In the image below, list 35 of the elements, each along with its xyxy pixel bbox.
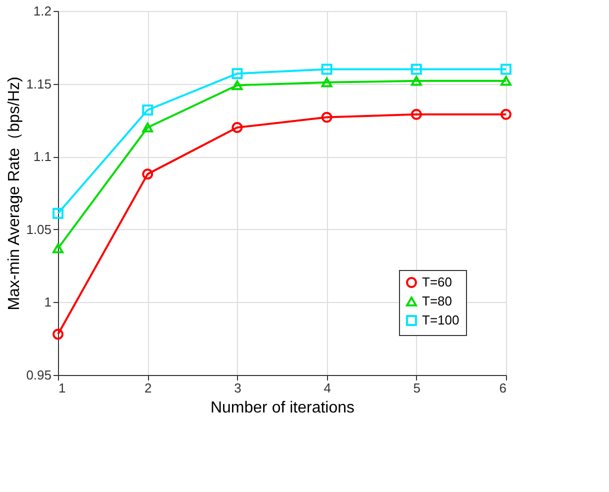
point <box>52 243 64 254</box>
x-tick-label: 4 <box>324 380 331 396</box>
point <box>321 112 332 123</box>
point <box>232 68 243 80</box>
x-tick-label: 6 <box>499 380 506 396</box>
point <box>52 328 64 340</box>
point <box>500 108 512 120</box>
x-axis-title: Number of iterations <box>210 400 355 416</box>
y-tick-label: 0.95 <box>26 368 52 382</box>
y-tick-label: 1.15 <box>26 76 52 92</box>
point <box>142 104 154 116</box>
x-tick-label: 2 <box>144 380 152 396</box>
x-tick-label: 5 <box>413 380 421 396</box>
point <box>232 80 243 90</box>
point <box>500 64 512 75</box>
point <box>142 122 154 132</box>
point <box>410 76 422 86</box>
point <box>142 168 154 180</box>
y-tick-label: 1.1 <box>33 149 52 164</box>
point <box>410 108 422 120</box>
legend-label: T=60 <box>422 274 452 290</box>
point <box>232 122 243 133</box>
point <box>410 64 422 75</box>
y-tick-label: 1 <box>44 294 52 310</box>
legend-label: T=100 <box>422 312 460 328</box>
point <box>321 77 332 88</box>
point <box>500 76 512 86</box>
y-tick-label: 1.2 <box>33 4 52 18</box>
y-axis-title: Max-min Average Rate（bps/Hz) <box>6 76 24 310</box>
point <box>321 64 332 75</box>
x-tick-label: 3 <box>234 380 242 396</box>
x-tick-label: 1 <box>58 380 66 396</box>
point <box>52 208 64 219</box>
legend-label: T=80 <box>422 294 452 308</box>
y-tick-label: 1.05 <box>26 222 52 237</box>
